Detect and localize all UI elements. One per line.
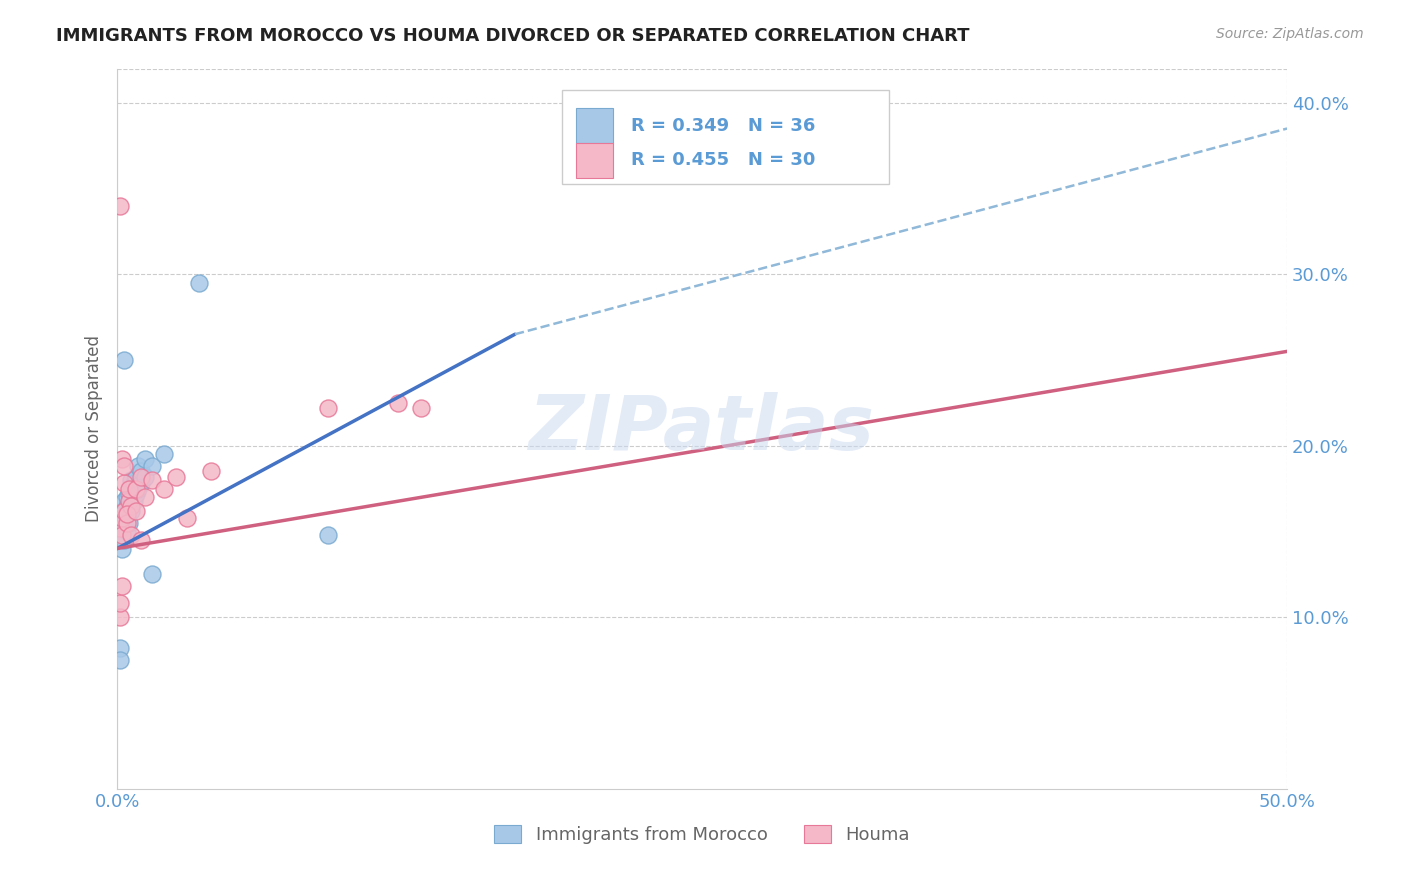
Point [118, 486, 141, 500]
Point [411, 401, 433, 415]
Point [118, 516, 141, 530]
Point [125, 486, 148, 500]
FancyBboxPatch shape [562, 90, 890, 184]
Point [111, 521, 134, 535]
Point [108, 653, 131, 667]
Point [111, 510, 134, 524]
Text: ZIPatlas: ZIPatlas [529, 392, 875, 466]
Point [112, 493, 135, 508]
Point [108, 610, 131, 624]
Point [129, 469, 152, 483]
Point [115, 508, 138, 522]
Point [120, 499, 142, 513]
Point [134, 452, 156, 467]
Text: Source: ZipAtlas.com: Source: ZipAtlas.com [1216, 27, 1364, 41]
Point [108, 596, 131, 610]
Point [112, 353, 135, 368]
Point [125, 469, 148, 483]
Point [111, 452, 134, 467]
Point [387, 396, 409, 410]
Legend: Immigrants from Morocco, Houma: Immigrants from Morocco, Houma [495, 825, 910, 845]
Point [112, 533, 135, 547]
Point [118, 493, 141, 508]
Point [129, 464, 152, 478]
Point [134, 469, 156, 483]
Point [153, 447, 176, 461]
Point [141, 473, 163, 487]
Point [111, 528, 134, 542]
Point [112, 504, 135, 518]
Point [112, 476, 135, 491]
Point [316, 401, 339, 415]
Point [125, 482, 148, 496]
FancyBboxPatch shape [576, 109, 613, 143]
Text: R = 0.455   N = 30: R = 0.455 N = 30 [631, 152, 815, 169]
Point [188, 276, 211, 290]
Point [125, 504, 148, 518]
Point [120, 504, 142, 518]
Point [118, 482, 141, 496]
Point [127, 482, 149, 496]
Point [111, 541, 134, 556]
Point [108, 199, 131, 213]
Point [108, 521, 131, 535]
Point [112, 504, 135, 518]
Point [141, 567, 163, 582]
Point [120, 473, 142, 487]
Point [316, 528, 339, 542]
Text: R = 0.349   N = 36: R = 0.349 N = 36 [631, 117, 815, 135]
Point [120, 528, 142, 542]
Point [111, 528, 134, 542]
Point [200, 464, 222, 478]
Point [111, 579, 134, 593]
Point [115, 490, 138, 504]
FancyBboxPatch shape [576, 143, 613, 178]
Point [153, 482, 176, 496]
Text: IMMIGRANTS FROM MOROCCO VS HOUMA DIVORCED OR SEPARATED CORRELATION CHART: IMMIGRANTS FROM MOROCCO VS HOUMA DIVORCE… [56, 27, 970, 45]
Point [141, 459, 163, 474]
Point [165, 469, 187, 483]
Point [115, 524, 138, 539]
Point [112, 516, 135, 530]
Point [118, 499, 141, 513]
Point [129, 533, 152, 547]
Y-axis label: Divorced or Separated: Divorced or Separated [86, 335, 103, 522]
Point [115, 508, 138, 522]
Point [134, 490, 156, 504]
Point [115, 499, 138, 513]
Point [129, 476, 152, 491]
Point [127, 459, 149, 474]
Point [112, 459, 135, 474]
Point [120, 482, 142, 496]
Point [111, 510, 134, 524]
Point [122, 493, 145, 508]
Point [115, 516, 138, 530]
Point [108, 640, 131, 655]
Point [176, 510, 198, 524]
Point [122, 476, 145, 491]
